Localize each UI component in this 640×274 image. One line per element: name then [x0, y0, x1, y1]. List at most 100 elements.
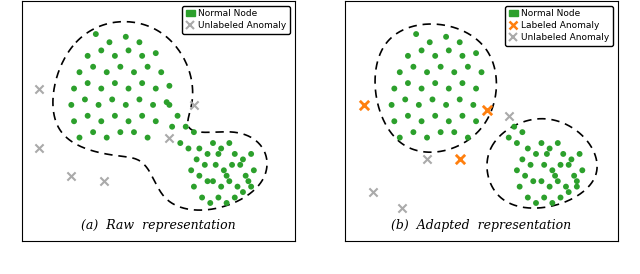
Point [556, 163, 566, 167]
Point [164, 135, 175, 140]
Point [183, 146, 193, 151]
Point [129, 70, 139, 75]
Point [238, 190, 248, 194]
Point [564, 190, 574, 194]
Point [191, 157, 202, 162]
Point [367, 190, 378, 194]
Point [216, 146, 227, 151]
Point [422, 135, 432, 140]
Point [408, 65, 419, 69]
Point [99, 179, 109, 183]
Point [137, 81, 147, 85]
Legend: Normal Node, Labeled Anomaly, Unlabeled Anomaly: Normal Node, Labeled Anomaly, Unlabeled … [505, 6, 613, 45]
Point [249, 168, 259, 172]
Point [458, 54, 468, 58]
Point [408, 130, 419, 134]
Point [186, 168, 196, 172]
Point [102, 135, 112, 140]
Point [102, 70, 112, 75]
Point [482, 108, 492, 113]
Point [547, 168, 557, 172]
Point [542, 152, 552, 156]
Point [110, 81, 120, 85]
Point [556, 195, 566, 200]
Point [224, 141, 234, 145]
Point [164, 84, 175, 88]
Legend: Normal Node, Unlabeled Anomaly: Normal Node, Unlabeled Anomaly [182, 6, 290, 34]
Text: (a)  Raw  representation: (a) Raw representation [81, 219, 236, 232]
Point [523, 195, 533, 200]
Point [566, 157, 577, 162]
Point [208, 141, 218, 145]
Point [400, 97, 410, 102]
Point [512, 141, 522, 145]
Point [238, 157, 248, 162]
Point [428, 97, 438, 102]
Point [468, 103, 479, 107]
Point [569, 173, 579, 178]
Point [444, 119, 454, 123]
Point [88, 65, 98, 69]
Point [523, 146, 533, 151]
Point [189, 184, 199, 189]
Point [69, 86, 79, 91]
Point [528, 179, 538, 183]
Point [124, 86, 134, 91]
Point [66, 103, 76, 107]
Point [110, 114, 120, 118]
Point [235, 163, 245, 167]
Point [515, 184, 525, 189]
Point [422, 157, 432, 162]
Point [387, 103, 397, 107]
Point [403, 114, 413, 118]
Point [211, 163, 221, 167]
Point [359, 103, 369, 107]
Point [417, 48, 427, 53]
Point [80, 97, 90, 102]
Point [115, 65, 125, 69]
Point [531, 152, 541, 156]
Point [525, 163, 536, 167]
Point [134, 97, 145, 102]
Point [161, 100, 172, 104]
Point [454, 40, 465, 44]
Point [96, 48, 106, 53]
Point [69, 119, 79, 123]
Point [137, 54, 147, 58]
Point [417, 86, 427, 91]
Text: (b)  Adapted  representation: (b) Adapted representation [392, 219, 572, 232]
Point [395, 70, 405, 75]
Point [536, 179, 547, 183]
Point [202, 152, 212, 156]
Point [424, 40, 435, 44]
Point [561, 184, 571, 189]
Point [164, 103, 175, 107]
Point [430, 54, 440, 58]
Point [458, 114, 468, 118]
Point [121, 103, 131, 107]
Point [175, 141, 186, 145]
Point [547, 201, 557, 205]
Point [463, 135, 473, 140]
Point [444, 48, 454, 53]
Point [189, 103, 199, 107]
Point [180, 124, 191, 129]
Point [246, 184, 256, 189]
Point [417, 119, 427, 123]
Point [504, 135, 514, 140]
Point [241, 173, 251, 178]
Point [572, 179, 582, 183]
Point [150, 86, 161, 91]
Point [230, 152, 240, 156]
Point [124, 119, 134, 123]
Point [471, 86, 481, 91]
Point [205, 201, 216, 205]
Point [74, 135, 84, 140]
Point [550, 173, 560, 178]
Point [148, 103, 158, 107]
Point [150, 51, 161, 55]
Point [539, 195, 549, 200]
Point [33, 86, 44, 91]
Point [221, 173, 232, 178]
Point [403, 54, 413, 58]
